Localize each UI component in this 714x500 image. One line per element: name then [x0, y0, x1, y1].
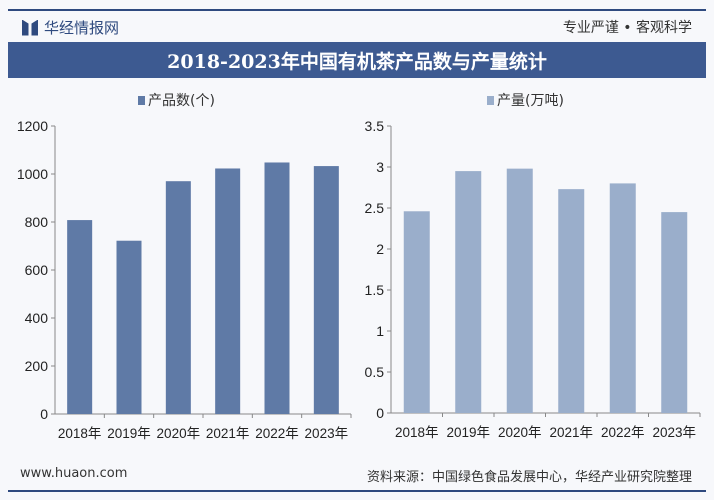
- x-tick-label: 2022年: [255, 426, 299, 441]
- y-tick-label: 0.5: [365, 364, 385, 380]
- logo-icon: [22, 19, 38, 36]
- bar-2019年: [455, 171, 482, 413]
- x-tick-label: 2021年: [206, 426, 250, 441]
- x-tick-label: 2019年: [107, 426, 151, 441]
- bar-2023年: [313, 166, 339, 414]
- chart-title: 2018-2023年中国有机茶产品数与产量统计: [8, 42, 706, 78]
- bar-2019年: [116, 240, 142, 414]
- y-tick-label: 800: [25, 214, 49, 230]
- brand-logo: 华经情报网: [22, 17, 119, 38]
- bottom-divider: [8, 490, 706, 492]
- y-tick-label: 3.5: [365, 118, 385, 134]
- slogan: 专业严谨 • 客观科学: [562, 20, 692, 36]
- legend-swatch: [487, 95, 494, 105]
- bar-2018年: [67, 220, 93, 414]
- legend-left: 产品数(个): [138, 90, 215, 110]
- source-note: 资料来源：中国绿色食品发展中心，华经产业研究院整理: [366, 470, 692, 485]
- x-tick-label: 2023年: [305, 426, 349, 441]
- y-tick-label: 2: [376, 241, 384, 257]
- x-tick-label: 2021年: [549, 425, 593, 440]
- y-tick-label: 1000: [17, 166, 48, 182]
- y-tick-label: 600: [25, 262, 49, 278]
- bar-2020年: [506, 168, 533, 413]
- website: www.huaon.com: [20, 466, 128, 481]
- x-tick-label: 2019年: [446, 425, 490, 440]
- y-tick-label: 2.5: [365, 200, 385, 216]
- legend-label: 产品数(个): [148, 93, 215, 109]
- y-tick-label: 0: [376, 405, 384, 421]
- bar-2018年: [403, 211, 430, 413]
- y-tick-label: 1: [376, 323, 384, 339]
- brand-name: 华经情报网: [44, 19, 120, 37]
- bar-2023年: [661, 212, 688, 413]
- legend-swatch: [138, 95, 145, 105]
- y-tick-label: 1200: [17, 118, 48, 134]
- bar-2022年: [264, 162, 290, 414]
- y-tick-label: 3: [376, 159, 384, 175]
- y-tick-label: 200: [25, 358, 49, 374]
- y-tick-label: 400: [25, 310, 49, 326]
- x-tick-label: 2018年: [395, 425, 439, 440]
- x-tick-label: 2023年: [652, 425, 696, 440]
- y-tick-label: 0: [40, 406, 48, 422]
- legend-label: 产量(万吨): [497, 93, 564, 109]
- x-tick-label: 2022年: [601, 425, 645, 440]
- y-tick-label: 1.5: [365, 282, 385, 298]
- bar-2020年: [165, 181, 191, 414]
- x-tick-label: 2018年: [58, 426, 102, 441]
- top-divider: [8, 9, 706, 11]
- bar-2022年: [609, 183, 636, 413]
- legend-right: 产量(万吨): [487, 90, 564, 110]
- x-tick-label: 2020年: [498, 425, 542, 440]
- x-tick-label: 2020年: [157, 426, 201, 441]
- bar-2021年: [215, 168, 241, 414]
- bar-2021年: [558, 189, 585, 413]
